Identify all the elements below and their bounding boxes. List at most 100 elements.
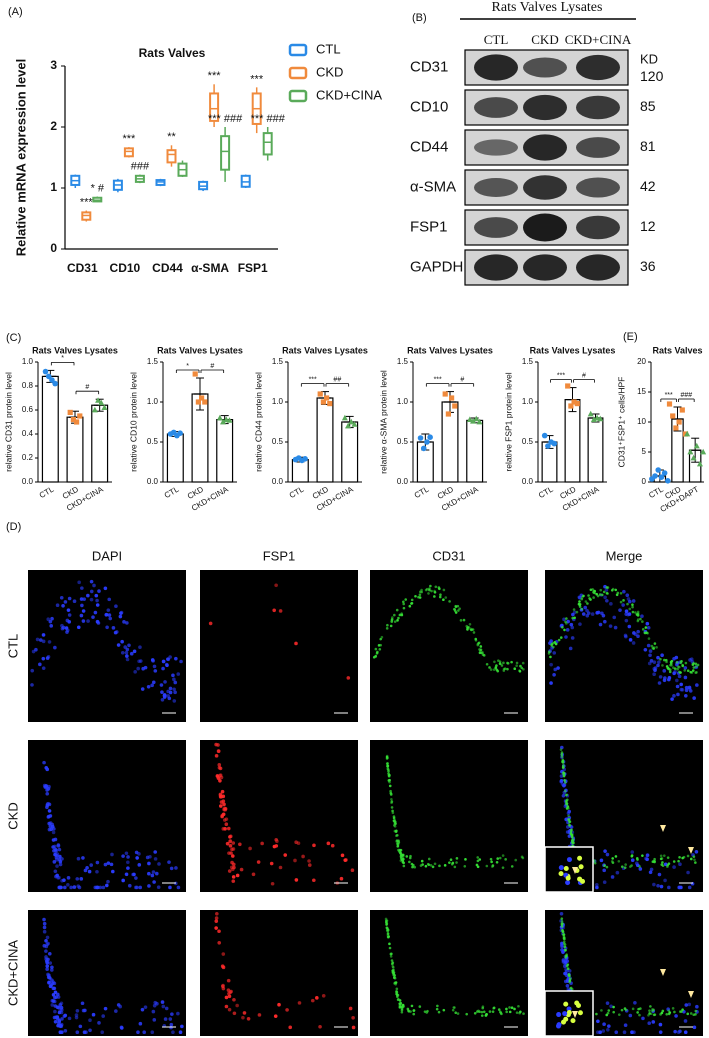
data-point xyxy=(348,418,355,425)
fluorescence-signal xyxy=(150,873,155,878)
fluorescence-signal xyxy=(215,911,219,916)
fluorescence-signal xyxy=(570,625,575,630)
fluorescence-signal xyxy=(652,660,657,664)
fluorescence-signal xyxy=(678,855,681,859)
fluorescence-signal xyxy=(498,662,502,665)
fluorescence-signal xyxy=(473,1012,477,1015)
significance: *** xyxy=(208,70,222,82)
fluorescence-signal xyxy=(435,1007,439,1011)
fluorescence-signal xyxy=(168,686,173,691)
fluorescence-signal xyxy=(180,1024,184,1029)
kd-value: 85 xyxy=(640,98,656,114)
fluorescence-signal xyxy=(606,1011,610,1015)
fluorescence-signal xyxy=(217,929,221,934)
inset-signal xyxy=(565,875,571,881)
fluorescence-signal xyxy=(659,884,664,889)
fluorescence-signal xyxy=(47,640,52,644)
fluorescence-signal xyxy=(395,990,398,993)
fluorescence-signal xyxy=(391,811,395,815)
fluorescence-signal xyxy=(689,657,694,661)
fluorescence-signal xyxy=(401,1003,405,1007)
fluorescence-signal xyxy=(393,613,396,617)
bar xyxy=(466,419,484,483)
data-point xyxy=(52,380,58,387)
fluorescence-signal xyxy=(683,1030,688,1035)
data-point xyxy=(420,445,427,452)
fluorescence-signal xyxy=(616,591,620,595)
fluorescence-signal xyxy=(560,753,564,756)
fluorescence-signal xyxy=(628,638,633,642)
data-point xyxy=(690,454,697,461)
fluorescence-signal xyxy=(565,803,568,806)
fluorescence-signal xyxy=(160,690,164,694)
fluorescence-signal xyxy=(569,832,573,836)
fluorescence-signal xyxy=(496,857,500,860)
fluorescence-signal xyxy=(52,844,57,849)
fluorescence-signal xyxy=(675,684,680,689)
fluorescence-signal xyxy=(658,1022,663,1027)
fluorescence-signal xyxy=(108,616,113,621)
fluorescence-signal xyxy=(137,863,142,867)
fluorescence-signal xyxy=(393,981,397,985)
y-tick-label: 20 xyxy=(637,357,646,366)
fluorescence-signal xyxy=(559,779,564,783)
fluorescence-signal xyxy=(595,882,599,887)
fluorescence-signal xyxy=(221,812,226,817)
fluorescence-signal xyxy=(681,1008,684,1012)
fluorescence-signal xyxy=(161,659,166,664)
fluorescence-signal xyxy=(307,859,311,863)
fluorescence-signal xyxy=(124,650,129,655)
fluorescence-signal xyxy=(427,863,431,867)
fluorescence-signal xyxy=(559,636,563,639)
legend-swatch xyxy=(288,89,308,103)
fluorescence-signal xyxy=(375,651,379,655)
fluorescence-signal xyxy=(560,944,564,949)
fluorescence-signal xyxy=(493,660,496,664)
fluorescence-signal xyxy=(562,764,565,767)
fluorescence-signal xyxy=(436,1004,439,1008)
fluorescence-signal xyxy=(453,1006,456,1009)
fluorescence-signal xyxy=(570,636,575,640)
fluorescence-signal xyxy=(620,865,624,868)
fluorescence-signal xyxy=(505,1007,508,1011)
fluorescence-signal xyxy=(151,870,156,874)
data-point xyxy=(320,399,326,405)
fluorescence-signal xyxy=(563,945,567,949)
fluorescence-signal xyxy=(63,1028,68,1033)
fluorescence-signal xyxy=(646,643,651,648)
blot-band xyxy=(474,97,518,118)
fluorescence-signal xyxy=(676,667,679,671)
fluorescence-signal xyxy=(58,854,62,859)
fluorescence-signal xyxy=(140,1007,145,1012)
fluorescence-signal xyxy=(590,612,595,616)
fluorescence-signal xyxy=(560,755,564,759)
fluorescence-signal xyxy=(405,855,409,858)
fluorescence-signal xyxy=(389,793,393,796)
inset-signal xyxy=(565,880,571,886)
fluorescence-signal xyxy=(168,655,172,659)
fluorescence-signal xyxy=(433,590,437,594)
data-point xyxy=(470,418,477,424)
fluorescence-signal xyxy=(676,665,680,668)
fluorescence-signal xyxy=(560,917,564,920)
fluorescence-signal xyxy=(464,858,467,861)
fluorescence-signal xyxy=(58,1008,62,1013)
significance: # xyxy=(460,376,464,383)
fluorescence-signal xyxy=(402,864,406,868)
fluorescence-signal xyxy=(649,659,654,663)
fluorescence-signal xyxy=(410,1004,414,1008)
fluorescence-signal xyxy=(51,830,56,835)
fluorescence-signal xyxy=(401,855,405,858)
fluorescence-signal xyxy=(377,644,381,647)
fluorescence-signal xyxy=(104,612,109,617)
fluorescence-signal xyxy=(568,974,571,978)
data-point xyxy=(466,416,473,422)
y-tick-label: 0 xyxy=(50,241,57,255)
kd-value: 120 xyxy=(640,68,664,84)
fluorescence-signal xyxy=(631,641,636,645)
fluorescence-signal xyxy=(586,602,589,605)
fluorescence-signal xyxy=(53,1009,57,1014)
x-tick-label: CTL xyxy=(288,484,306,500)
fluorescence-signal xyxy=(147,884,151,888)
data-point xyxy=(220,418,227,425)
